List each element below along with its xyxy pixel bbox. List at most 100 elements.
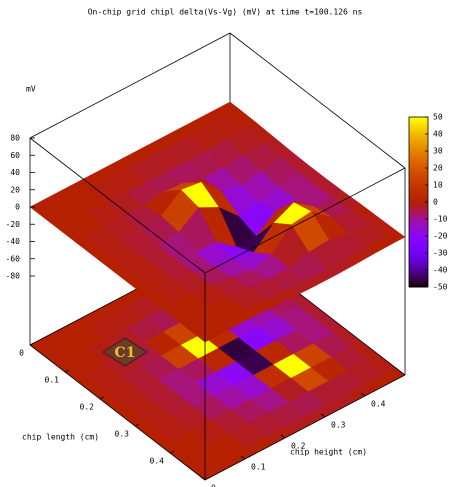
colorbar-slice [409,271,428,274]
colorbar-slice [409,122,428,125]
colorbar-slice [409,258,428,261]
colorbar-slice [409,139,428,142]
x-tick-label: 0 [19,349,24,358]
colorbar-slice [409,230,428,233]
colorbar-slice [409,284,428,287]
colorbar-slice [409,217,428,220]
colorbar-slice [409,117,428,119]
colorbar-slice [409,227,428,230]
colorbar-slice [409,192,428,194]
colorbar-tick-label: 40 [433,130,443,139]
colorbar-slice [409,281,428,284]
colorbar-slice [409,185,428,187]
x-tick-label: 0.1 [45,376,60,385]
colorbar-slice [409,272,428,275]
surface-cell [195,329,216,343]
colorbar-slice [409,253,428,255]
colorbar-slice [409,142,428,145]
z-tick-label: 60 [10,151,20,160]
colorbar-slice [409,277,428,279]
y-tick [240,455,246,460]
y-tick-label: 0.1 [251,463,266,472]
z-tick-label: -60 [6,254,21,263]
colorbar-slice [409,190,428,193]
colorbar-tick-label: -30 [433,249,448,258]
colorbar-slice [409,270,428,272]
colorbar-slice [409,255,428,258]
colorbar-slice [409,274,428,277]
z-tick-label: -40 [6,237,21,246]
box-edge [204,167,406,274]
x-axis-label: chip length (cm) [22,433,99,442]
colorbar-slice [409,285,428,288]
colorbar-slice [409,206,428,209]
colorbar-slice [409,177,428,180]
colorbar-slice [409,172,428,175]
colorbar-slice [409,228,428,231]
colorbar-slice [409,152,428,155]
annotation-marker [102,337,148,367]
colorbar-slice [409,126,428,129]
x-tick [169,450,175,454]
colorbar-slice [409,149,428,152]
y-tick [320,413,326,418]
colorbar-slice [409,245,428,248]
colorbar-slice [409,124,428,126]
colorbar-slice [409,261,428,264]
colorbar-slice [409,136,428,139]
colorbar-tick-label: 30 [433,147,443,156]
colorbar-slice [409,143,428,146]
colorbar-slice [409,160,428,163]
colorbar-slice [409,159,428,162]
colorbar-slice [409,141,428,143]
y-tick-label: 0.3 [331,421,346,430]
colorbar-slice [409,175,428,177]
colorbar-slice [409,233,428,236]
y-axis-label: chip height (cm) [290,448,367,457]
colorbar-slice [409,250,428,253]
colorbar-slice [409,241,428,244]
colorbar-slice [409,166,428,169]
colorbar-slice [409,231,428,234]
x-tick [134,423,140,427]
colorbar-slice [409,207,428,210]
colorbar-slice [409,155,428,158]
colorbar-slice [409,238,428,241]
colorbar-slice [409,193,428,196]
colorbar-tick-label: -10 [433,215,448,224]
colorbar-slice [409,275,428,278]
colorbar-tick-label: -40 [433,266,448,275]
colorbar-slice [409,236,428,238]
y-tick [200,476,206,481]
y-tick-label: 0.2 [291,442,306,451]
x-tick-label: 0.3 [115,430,130,439]
colorbar-slice [409,125,428,128]
colorbar-slice [409,209,428,211]
colorbar-slice [409,265,428,268]
colorbar-slice [409,179,428,182]
colorbar-slice [409,129,428,132]
colorbar-slice [409,163,428,166]
colorbar-slice [409,169,428,172]
colorbar-slice [409,158,428,160]
z-tick-label: 80 [10,134,20,143]
colorbar-slice [409,243,428,245]
colorbar-slice [409,264,428,267]
colorbar-slice [409,216,428,219]
colorbar-slice [409,203,428,206]
colorbar-slice [409,221,428,224]
box-edge [29,32,231,139]
x-tick [29,342,35,346]
box-edge [29,137,206,274]
colorbar-slice [409,247,428,250]
colorbar-slice [409,148,428,151]
colorbar-slice [409,173,428,176]
z-axis-label: mV [26,85,36,94]
colorbar-slice [409,199,428,202]
colorbar-slice [409,180,428,183]
colorbar-slice [409,204,428,207]
annotation: C1 [115,345,136,361]
y-tick [280,434,286,439]
colorbar-slice [409,132,428,135]
colorbar-slice [409,210,428,213]
